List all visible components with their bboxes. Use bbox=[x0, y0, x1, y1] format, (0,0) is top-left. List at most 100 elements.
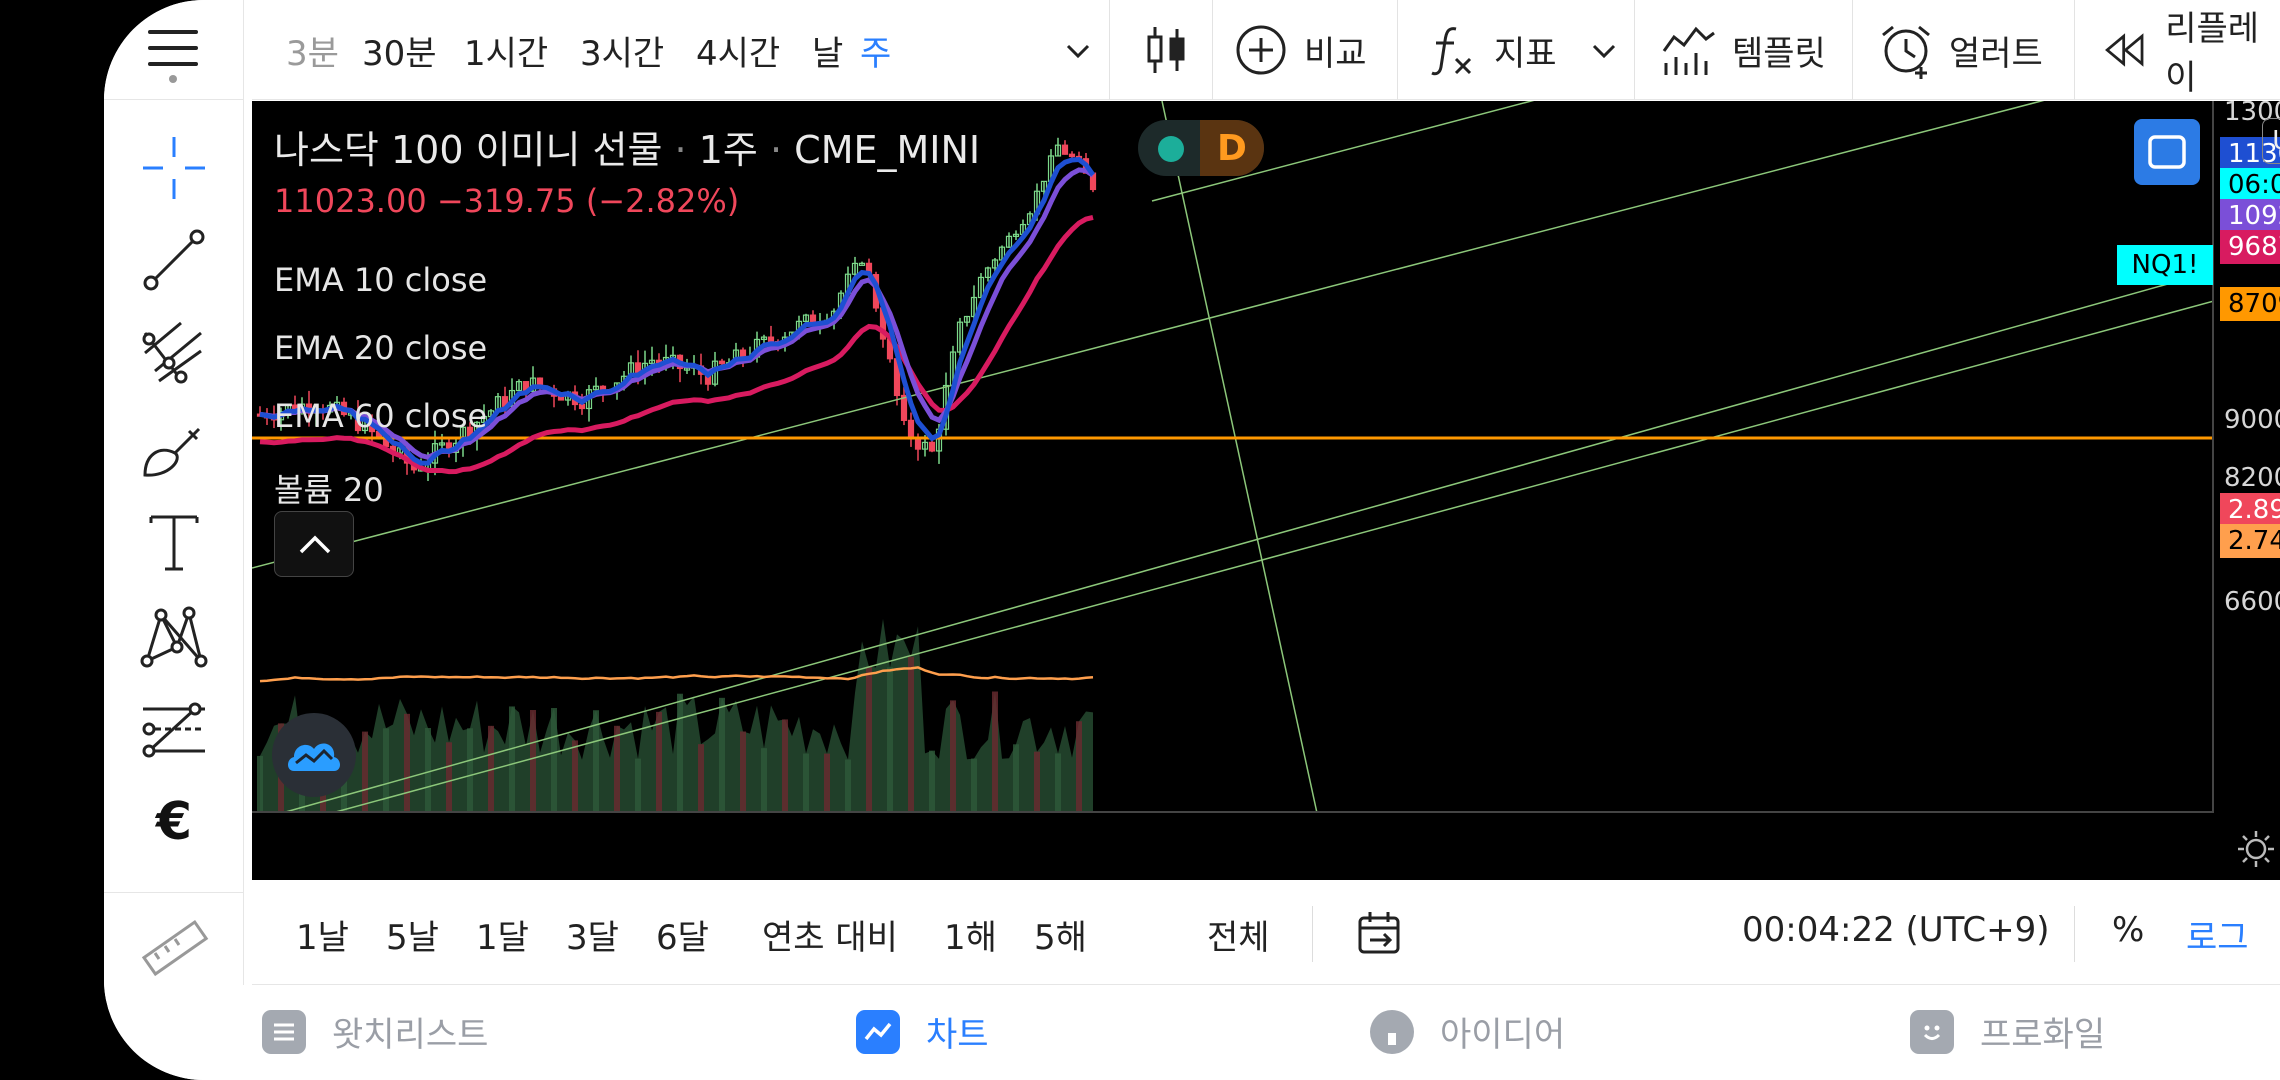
chevron-down-icon[interactable] bbox=[1064, 36, 1092, 64]
volume-bar bbox=[803, 753, 809, 813]
ruler-icon bbox=[141, 919, 209, 977]
divider bbox=[2074, 906, 2075, 962]
candle-body bbox=[928, 441, 936, 452]
volume-bar bbox=[824, 753, 830, 813]
smiley-icon bbox=[1910, 1009, 1954, 1054]
volume-bar bbox=[782, 719, 788, 813]
compare-button[interactable]: 비교 bbox=[1232, 20, 1367, 80]
interval-1[interactable]: 30분 bbox=[362, 34, 437, 74]
price-tag: 06:05:38 bbox=[2220, 168, 2280, 202]
toolbar-divider bbox=[104, 892, 244, 893]
volume-bar bbox=[467, 728, 473, 813]
range-1[interactable]: 5날 bbox=[386, 918, 439, 958]
volume-bar bbox=[887, 667, 893, 813]
cloud-chart-icon bbox=[288, 743, 340, 771]
indicator-ema10[interactable]: EMA 10 close bbox=[274, 261, 488, 299]
range-2[interactable]: 1달 bbox=[476, 918, 529, 958]
interval-0[interactable]: 3분 bbox=[286, 34, 339, 74]
ema10-line bbox=[259, 156, 1096, 466]
fib-tool[interactable] bbox=[134, 690, 214, 770]
goto-date-icon[interactable] bbox=[1356, 910, 1404, 958]
price-label: 9000.00 bbox=[2224, 405, 2280, 435]
trendline-tool[interactable] bbox=[134, 220, 214, 300]
range-7[interactable]: 5해 bbox=[1034, 918, 1087, 958]
rewind-icon bbox=[2105, 33, 2144, 67]
nav-profile[interactable]: 프로화일 bbox=[1910, 1007, 2105, 1056]
currency-tool[interactable]: € bbox=[134, 782, 214, 862]
collapse-legend-button[interactable] bbox=[274, 511, 354, 577]
menu-button[interactable] bbox=[104, 0, 244, 100]
interval-4[interactable]: 4시간 bbox=[696, 34, 781, 74]
range-4[interactable]: 6달 bbox=[656, 918, 709, 958]
pattern-tool[interactable] bbox=[134, 596, 214, 676]
session-badges[interactable]: D bbox=[1138, 120, 1264, 176]
chart-legend: 나스닥 100 이미니 선물 · 1주 · CME_MINI 11023.00 … bbox=[274, 119, 980, 509]
settings-icon[interactable] bbox=[2236, 829, 2276, 869]
candle-body bbox=[1061, 144, 1069, 155]
tradingview-logo[interactable] bbox=[272, 713, 356, 797]
volume-bar bbox=[509, 706, 515, 813]
interval-6[interactable]: 주 bbox=[860, 34, 892, 74]
pattern-icon bbox=[140, 606, 208, 668]
pitchfork-tool[interactable] bbox=[134, 312, 214, 392]
nav-chart[interactable]: 차트 bbox=[856, 1007, 989, 1056]
alerts-button[interactable]: 얼러트 bbox=[1877, 20, 2043, 80]
price-label: 8200.00 bbox=[2224, 463, 2280, 493]
crosshair-tool[interactable] bbox=[134, 128, 214, 208]
nav-ideas[interactable]: 아이디어 bbox=[1370, 1007, 1565, 1056]
symbol-title[interactable]: 나스닥 100 이미니 선물 · 1주 · CME_MINI bbox=[274, 119, 980, 174]
percent-toggle[interactable]: % bbox=[2112, 910, 2145, 950]
indicator-ema20[interactable]: EMA 20 close bbox=[274, 329, 488, 367]
candle-body bbox=[956, 321, 964, 353]
brush-icon bbox=[143, 427, 201, 477]
text-tool[interactable] bbox=[134, 502, 214, 582]
currency-button[interactable]: USD bbox=[2262, 118, 2280, 164]
volume-ma-line bbox=[259, 666, 1094, 683]
nav-watchlist[interactable]: 왓치리스트 bbox=[262, 1007, 488, 1056]
chart-icon bbox=[856, 1009, 900, 1054]
range-3[interactable]: 3달 bbox=[566, 918, 619, 958]
indicators-label: 지표 bbox=[1494, 33, 1557, 74]
candle-body bbox=[963, 315, 971, 323]
volume-bar bbox=[929, 750, 935, 813]
ema60-line bbox=[259, 214, 1094, 475]
divider bbox=[1852, 0, 1853, 100]
interval-5[interactable]: 날 bbox=[812, 34, 844, 74]
price-plot[interactable]: 20196월20206월20216월2022 bbox=[252, 101, 2214, 813]
exchange-label: CME_MINI bbox=[794, 128, 981, 172]
brush-tool[interactable] bbox=[134, 410, 214, 490]
chart-pane[interactable]: 20196월20206월20216월2022 나스닥 100 이미니 선물 · … bbox=[252, 101, 2280, 880]
clock-time[interactable]: 00:04:22 (UTC+9) bbox=[1742, 910, 2050, 950]
templates-button[interactable]: 템플릿 bbox=[1660, 20, 1826, 80]
ruler-tool[interactable] bbox=[134, 910, 214, 990]
trendline-icon bbox=[143, 229, 205, 291]
indicator-volume[interactable]: 볼륨 20 bbox=[274, 471, 384, 509]
log-toggle[interactable]: 로그 bbox=[2186, 918, 2249, 958]
volume-bar bbox=[656, 711, 662, 813]
indicators-button[interactable]: 지표 bbox=[1422, 20, 1557, 80]
range-all[interactable]: 전체 bbox=[1207, 918, 1270, 958]
chevron-down-icon[interactable] bbox=[1590, 36, 1618, 64]
candle-body bbox=[914, 438, 922, 450]
candle-body bbox=[1054, 144, 1062, 157]
volume-bar bbox=[446, 742, 452, 813]
range-5[interactable]: 연초 대비 bbox=[762, 918, 898, 958]
fullscreen-button[interactable] bbox=[2134, 119, 2200, 185]
volume-bar bbox=[1076, 721, 1082, 813]
top-toolbar: 3분 30분 1시간 3시간 4시간 날 주 비교 지표 템플릿 얼러트 리플 bbox=[252, 0, 2280, 100]
change-value: −319.75 (−2.82%) bbox=[436, 182, 740, 220]
indicator-ema60[interactable]: EMA 60 close bbox=[274, 397, 488, 435]
range-0[interactable]: 1날 bbox=[296, 918, 349, 958]
chevron-up-icon bbox=[299, 535, 331, 554]
volume-bar bbox=[971, 758, 977, 813]
function-icon bbox=[1431, 27, 1472, 76]
range-6[interactable]: 1해 bbox=[944, 918, 997, 958]
candle-body bbox=[900, 394, 908, 421]
interval-2[interactable]: 1시간 bbox=[464, 34, 549, 74]
drawing-toolbar: € bbox=[104, 0, 244, 985]
separator: · bbox=[769, 128, 783, 172]
interval-3[interactable]: 3시간 bbox=[580, 34, 665, 74]
replay-button[interactable]: 리플레이 bbox=[2098, 9, 2280, 98]
crosshair-icon bbox=[143, 137, 205, 199]
chart-type-button[interactable] bbox=[1137, 20, 1209, 80]
